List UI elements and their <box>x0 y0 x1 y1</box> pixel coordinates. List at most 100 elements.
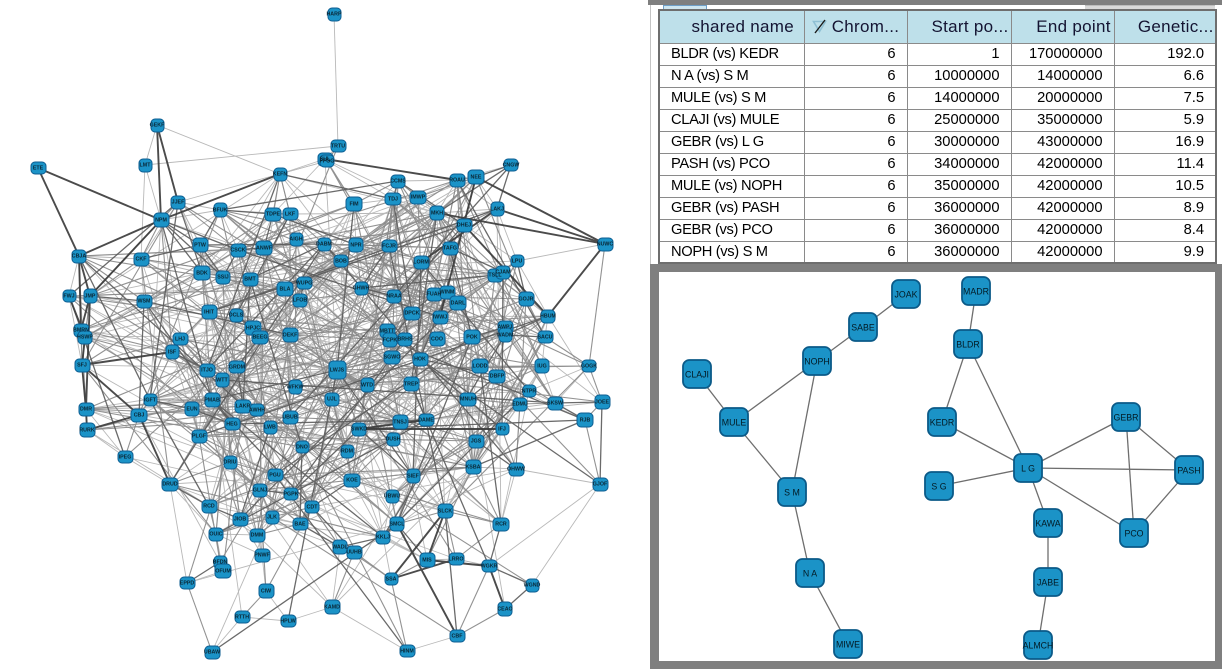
svg-text:LORM: LORM <box>413 260 429 266</box>
svg-text:DPCK: DPCK <box>404 311 419 317</box>
svg-text:ETE: ETE <box>33 166 44 172</box>
svg-text:SABE: SABE <box>851 323 875 333</box>
svg-text:CBJA: CBJA <box>72 254 87 260</box>
svg-text:LAKR: LAKR <box>236 404 251 410</box>
svg-text:UBAW: UBAW <box>204 650 220 656</box>
svg-text:COO: COO <box>431 337 443 343</box>
svg-text:BEEG: BEEG <box>252 335 267 341</box>
svg-text:MIS: MIS <box>422 558 432 564</box>
svg-text:RTTH: RTTH <box>235 615 249 621</box>
svg-text:JGS: JGS <box>471 439 482 445</box>
svg-text:SWKD: SWKD <box>351 427 367 433</box>
svg-text:IFJ: IFJ <box>498 427 506 433</box>
svg-text:IWWJ: IWWJ <box>433 315 447 321</box>
svg-text:RDM: RDM <box>341 449 354 455</box>
svg-text:LKF: LKF <box>285 212 296 218</box>
svg-text:ALMCH: ALMCH <box>1023 641 1054 651</box>
svg-text:ISF: ISF <box>168 350 177 356</box>
svg-text:SUL: SUL <box>320 157 331 163</box>
svg-text:LODD: LODD <box>472 364 487 370</box>
svg-text:CEAO: CEAO <box>497 607 512 613</box>
svg-text:FIM: FIM <box>349 202 359 208</box>
svg-text:WTD: WTD <box>361 383 373 389</box>
svg-text:FCPK: FCPK <box>383 338 398 344</box>
svg-text:AWPJ: AWPJ <box>497 325 512 331</box>
svg-text:DNO: DNO <box>296 445 308 451</box>
svg-text:KAMD: KAMD <box>324 605 340 611</box>
svg-text:OEKF: OEKF <box>283 333 298 339</box>
svg-text:LMT: LMT <box>140 163 152 169</box>
svg-text:CBJ: CBJ <box>134 413 145 419</box>
svg-text:DMR: DMR <box>80 407 92 413</box>
svg-text:CDT: CDT <box>307 505 319 511</box>
svg-text:GHWH: GHWH <box>353 286 370 292</box>
svg-text:BMT: BMT <box>244 277 256 283</box>
svg-text:LAKJ: LAKJ <box>490 207 504 213</box>
svg-text:PASH: PASH <box>1177 466 1200 476</box>
svg-text:ITJO: ITJO <box>201 368 213 374</box>
svg-text:HARP: HARP <box>326 12 341 18</box>
svg-text:MNUH: MNUH <box>460 397 476 403</box>
svg-text:NRAA: NRAA <box>386 294 401 300</box>
svg-text:HEG: HEG <box>226 422 237 428</box>
svg-text:DRUD: DRUD <box>162 482 177 488</box>
svg-text:UBWU: UBWU <box>384 494 401 500</box>
svg-text:CNGW: CNGW <box>503 163 520 169</box>
svg-text:JJEF: JJEF <box>172 200 185 206</box>
svg-text:GOJR: GOJR <box>518 297 533 303</box>
svg-text:L G: L G <box>1021 464 1035 474</box>
svg-text:KEDR: KEDR <box>930 418 954 428</box>
svg-text:DARL: DARL <box>451 301 466 307</box>
svg-text:BLDR: BLDR <box>956 340 979 350</box>
svg-text:DHEJ: DHEJ <box>457 223 471 229</box>
svg-text:PNWF: PNWF <box>254 553 270 559</box>
svg-text:IGFT: IGFT <box>144 398 157 404</box>
svg-text:CSCK: CSCK <box>230 248 245 254</box>
svg-text:SSA: SSA <box>386 577 397 583</box>
svg-text:DAME: DAME <box>418 418 434 424</box>
svg-text:SFJ: SFJ <box>77 363 87 369</box>
svg-text:DRIU: DRIU <box>224 460 237 466</box>
svg-text:RCR: RCR <box>495 522 507 528</box>
svg-text:SIEF: SIEF <box>407 474 420 480</box>
svg-text:JOAK: JOAK <box>895 290 918 300</box>
svg-text:IUG: IUG <box>537 364 546 370</box>
svg-text:N A: N A <box>803 569 817 579</box>
svg-text:NUWC: NUWC <box>597 242 614 248</box>
svg-text:RJB: RJB <box>580 418 591 424</box>
svg-text:HBUM: HBUM <box>540 314 556 320</box>
svg-text:PLGF: PLGF <box>192 434 207 440</box>
svg-text:JABE: JABE <box>1037 578 1059 588</box>
svg-text:GEBR: GEBR <box>1114 413 1139 423</box>
svg-text:IHIT: IHIT <box>204 310 215 316</box>
svg-text:SKSW: SKSW <box>547 401 563 407</box>
svg-text:WGKR: WGKR <box>481 564 498 570</box>
svg-text:DMM: DMM <box>251 533 264 539</box>
svg-text:DBFP: DBFP <box>490 374 505 380</box>
svg-text:BOB: BOB <box>335 259 347 265</box>
svg-text:DABM: DABM <box>316 242 332 248</box>
svg-text:SGWO: SGWO <box>384 355 401 361</box>
svg-text:MKH: MKH <box>431 211 443 217</box>
svg-text:CLAJI: CLAJI <box>685 370 709 380</box>
svg-text:BRHS: BRHS <box>397 337 412 343</box>
svg-text:JIOB: JIOB <box>234 517 247 523</box>
svg-text:HINM: HINM <box>400 649 414 655</box>
svg-text:PTW: PTW <box>194 243 206 249</box>
svg-text:SSIJ: SSIJ <box>217 275 229 281</box>
svg-text:WINM: WINM <box>440 290 455 296</box>
svg-text:JLK: JLK <box>267 515 277 521</box>
svg-text:PGPK: PGPK <box>283 492 298 498</box>
svg-text:UJL: UJL <box>327 397 338 403</box>
svg-text:WTT: WTT <box>216 378 228 384</box>
svg-text:GEKF: GEKF <box>150 123 165 129</box>
svg-text:SACU: SACU <box>537 335 552 341</box>
svg-text:FCJR: FCJR <box>382 244 396 250</box>
svg-text:TNSJ: TNSJ <box>393 420 407 426</box>
svg-text:S M: S M <box>784 488 800 498</box>
svg-text:PGU: PGU <box>269 473 281 479</box>
svg-text:PMAB: PMAB <box>204 398 220 404</box>
svg-text:LPU: LPU <box>512 259 523 265</box>
svg-text:BLA: BLA <box>280 287 291 293</box>
svg-text:WUPG: WUPG <box>296 281 312 287</box>
